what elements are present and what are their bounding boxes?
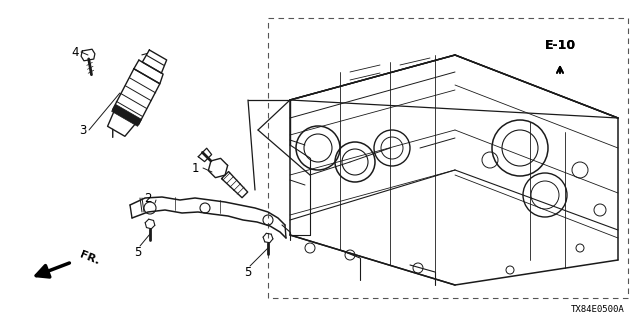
Text: FR.: FR. (78, 250, 100, 267)
Text: 1: 1 (191, 162, 199, 174)
Text: 2: 2 (144, 191, 152, 204)
Text: TX84E0500A: TX84E0500A (572, 305, 625, 314)
Text: 3: 3 (79, 124, 86, 137)
Text: E-10: E-10 (545, 39, 575, 52)
Text: 5: 5 (244, 266, 252, 278)
Text: E-10: E-10 (545, 39, 575, 52)
Text: 4: 4 (71, 45, 79, 59)
Text: 5: 5 (134, 245, 141, 259)
Polygon shape (111, 104, 141, 126)
